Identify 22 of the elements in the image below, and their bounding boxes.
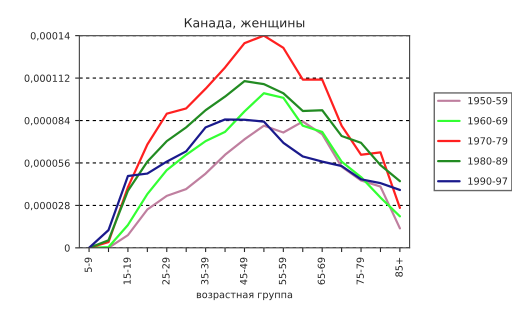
- x-axis-title: возрастная группа: [196, 292, 292, 300]
- y-tick-label: 0: [64, 244, 70, 252]
- x-tick-label: 15-19: [123, 258, 131, 284]
- legend-label: 1970-79: [468, 137, 508, 145]
- y-tick-label: 0,000084: [24, 117, 70, 126]
- y-tick-label: 0,000056: [24, 159, 70, 168]
- legend-label: 1950-59: [468, 97, 508, 104]
- x-tick-label: 85+: [395, 258, 403, 277]
- legend-label: 1980-89: [468, 157, 508, 165]
- y-tick-label: 0,00014: [30, 32, 70, 40]
- y-tick-label: 0,000112: [24, 74, 70, 83]
- x-tick-label: 55-59: [278, 258, 286, 284]
- x-tick-label: 35-39: [201, 258, 208, 284]
- x-tick-label: 5-9: [84, 258, 92, 272]
- x-tick-label: 45-49: [240, 258, 248, 285]
- x-tick-label: 25-29: [162, 258, 170, 284]
- x-tick-label: 65-69: [318, 258, 326, 284]
- legend-label: 1990-97: [468, 177, 508, 185]
- y-tick-label: 0,000028: [24, 202, 70, 210]
- chart-title: Канада, женщины: [184, 18, 304, 30]
- legend-label: 1960-69: [468, 117, 508, 124]
- x-tick-label: 75-79: [356, 258, 364, 284]
